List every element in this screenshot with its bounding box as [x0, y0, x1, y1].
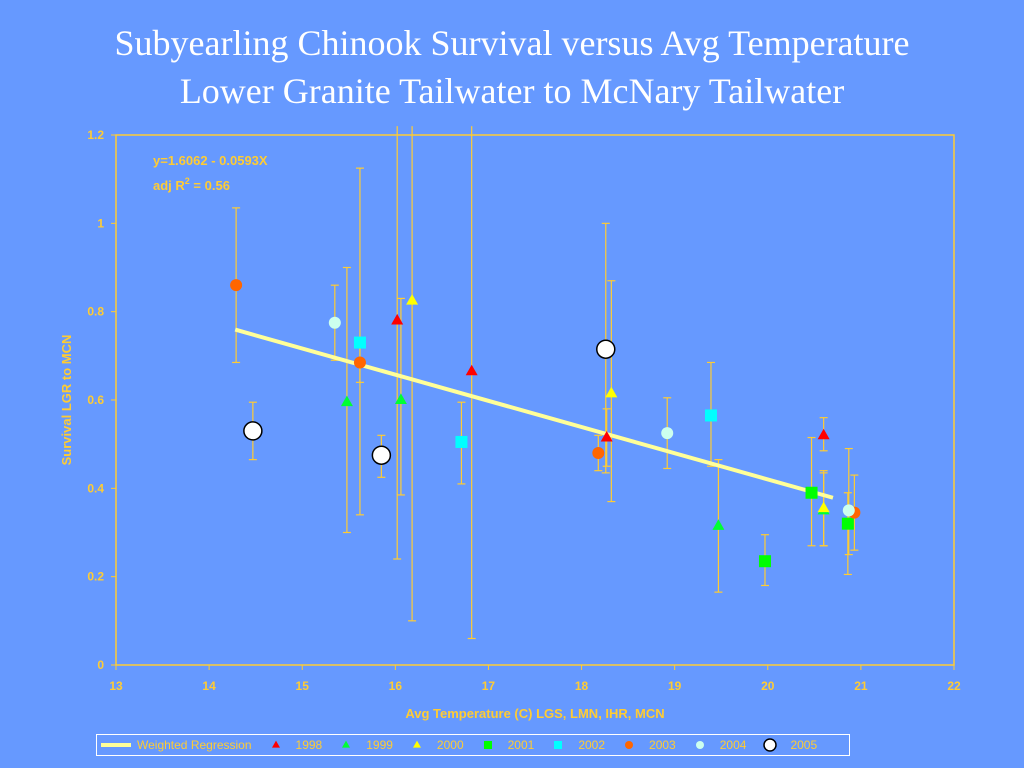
legend-label-2002: 2002 — [578, 738, 606, 752]
legend-line-icon — [101, 743, 131, 747]
data-point-2001 — [805, 486, 818, 499]
regression-line — [234, 327, 834, 500]
x-tick-label: 14 — [202, 679, 216, 693]
adjusted-r-squared: adj R2 = 0.56 — [153, 176, 230, 193]
legend-label-2000: 2000 — [436, 738, 464, 752]
y-tick-label: 1.2 — [87, 128, 104, 142]
legend-item-1998: 1998 — [268, 738, 323, 752]
legend-symbol-2003 — [625, 741, 634, 749]
data-point-2005 — [243, 421, 263, 441]
y-tick-labels: 0 0.2 0.4 0.6 0.8 1 1.2 — [87, 128, 104, 672]
legend-years: 1998 1999 2000 2001 2002 2003 2004 2005 — [268, 738, 834, 752]
data-point-2002 — [704, 409, 717, 422]
legend-item-2002: 2002 — [550, 738, 605, 752]
y-tick-label: 0.8 — [87, 305, 104, 319]
data-point-2001 — [841, 517, 854, 530]
legend-label-1999: 1999 — [366, 738, 393, 752]
r2-prefix: adj R — [153, 178, 185, 193]
legend-label-2004: 2004 — [719, 738, 747, 752]
legend-marker-2001 — [483, 741, 492, 749]
y-tick-label: 0.4 — [87, 481, 104, 495]
data-point-2004 — [661, 427, 674, 440]
x-tick-label: 22 — [947, 679, 961, 693]
x-tick-label: 19 — [668, 679, 682, 693]
r2-superscript: 2 — [185, 176, 190, 186]
legend-item-2001: 2001 — [480, 738, 535, 752]
legend-marker-1998 — [271, 740, 280, 748]
legend-symbol-2002 — [554, 741, 563, 749]
x-tick-labels: 13 14 15 16 17 18 19 20 21 22 — [109, 679, 961, 693]
data-point-1999 — [340, 395, 353, 407]
data-point-2003 — [230, 279, 243, 292]
x-tick-label: 18 — [575, 679, 589, 693]
data-point-2001 — [758, 555, 771, 568]
legend-symbol-2004 — [695, 741, 704, 749]
plot-area-frame — [115, 134, 955, 666]
data-point-1998 — [465, 364, 478, 376]
data-markers — [230, 279, 861, 568]
chart-legend: Weighted Regression 1998 1999 2000 2001 2002… — [96, 734, 850, 756]
data-point-2003 — [353, 356, 366, 369]
data-point-2000 — [817, 501, 830, 513]
legend-marker-2003 — [625, 741, 634, 749]
legend-marker-2004 — [695, 741, 704, 749]
data-point-1999 — [712, 519, 725, 530]
data-point-2000 — [406, 294, 419, 305]
legend-marker-2002 — [554, 741, 563, 749]
chart-title-line-1: Subyearling Chinook Survival versus Avg … — [114, 23, 910, 63]
x-tick-label: 21 — [854, 679, 868, 693]
legend-label-1998: 1998 — [295, 738, 323, 752]
data-point-2000 — [605, 386, 618, 398]
legend-label-regression: Weighted Regression — [137, 738, 252, 752]
legend-symbol-2000 — [412, 740, 421, 748]
data-point-2004 — [842, 504, 855, 517]
data-point-1999 — [394, 393, 407, 404]
y-tick-label: 0 — [97, 658, 104, 672]
y-tick-label: 1 — [97, 216, 104, 230]
x-axis-title: Avg Temperature (C) LGS, LMN, IHR, MCN — [405, 706, 664, 721]
legend-marker-2005 — [763, 738, 778, 752]
legend-item-2005: 2005 — [762, 738, 817, 752]
x-tick-label: 17 — [482, 679, 496, 693]
x-tick-label: 16 — [389, 679, 403, 693]
legend-symbol-2005 — [763, 738, 778, 752]
legend-label-2001: 2001 — [507, 738, 535, 752]
x-tick-label: 20 — [761, 679, 775, 693]
data-point-2004 — [328, 316, 341, 329]
legend-item-regression: Weighted Regression — [101, 738, 252, 752]
data-point-1998 — [391, 313, 404, 325]
legend-item-1999: 1999 — [338, 738, 393, 752]
legend-item-2000: 2000 — [409, 738, 464, 752]
legend-marker-1999 — [342, 740, 351, 748]
data-point-1998 — [817, 428, 830, 440]
data-point-2002 — [455, 435, 468, 448]
legend-marker-2000 — [412, 740, 421, 748]
legend-label-2003: 2003 — [649, 738, 676, 752]
data-point-1998 — [600, 430, 613, 442]
legend-symbol-1998 — [271, 740, 280, 748]
y-tick-label: 0.6 — [87, 393, 104, 407]
y-tick-label: 0.2 — [87, 570, 104, 584]
legend-item-2003: 2003 — [621, 738, 676, 752]
y-axis-title: Survival LGR to MCN — [59, 335, 74, 466]
legend-item-2004: 2004 — [692, 738, 747, 752]
data-point-2005 — [596, 339, 616, 359]
r2-suffix: = 0.56 — [190, 178, 230, 193]
x-tick-label: 13 — [109, 679, 123, 693]
regression-equation: y=1.6062 - 0.0593X — [153, 153, 268, 168]
x-tick-label: 15 — [296, 679, 310, 693]
legend-symbol-1999 — [342, 740, 351, 748]
data-point-2003 — [592, 447, 605, 459]
axis-ticks — [111, 134, 955, 670]
legend-label-2005: 2005 — [790, 738, 818, 752]
data-point-2002 — [353, 336, 366, 349]
chart-title-line-2: Lower Granite Tailwater to McNary Tailwa… — [179, 71, 845, 111]
legend-symbol-2001 — [483, 741, 492, 749]
data-point-2005 — [371, 445, 392, 465]
